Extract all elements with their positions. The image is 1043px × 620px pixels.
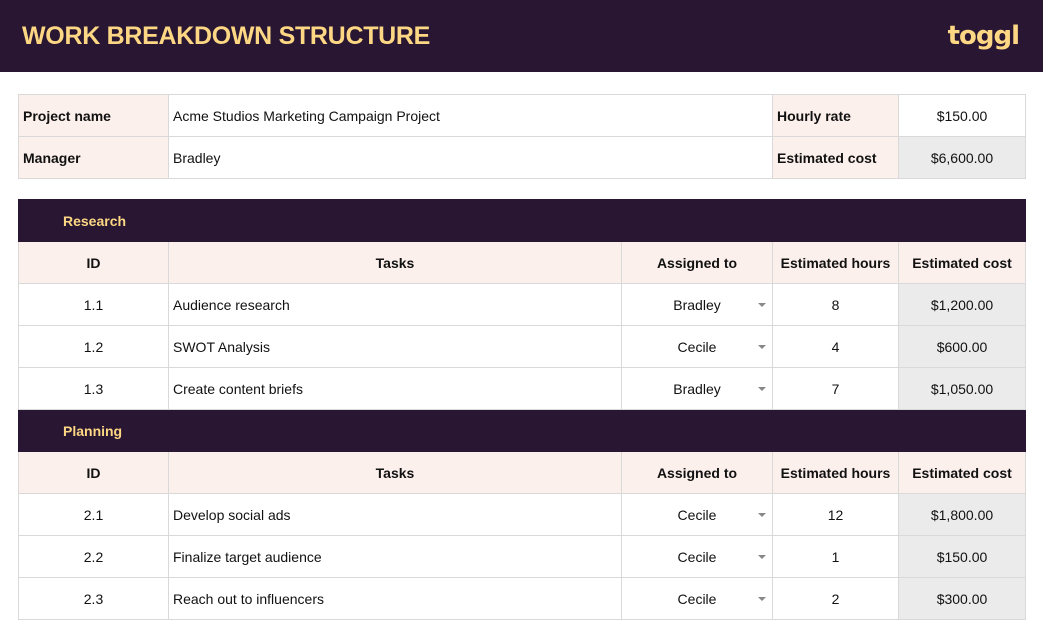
assigned-dropdown[interactable]: Bradley [621,283,773,326]
estimated-hours[interactable]: 4 [772,325,899,368]
section-title: Research [17,199,1027,242]
column-header-assigned: Assigned to [621,451,773,494]
column-header-tasks: Tasks [168,241,622,284]
estimated-hours[interactable]: 1 [772,535,899,578]
column-header-cost: Estimated cost [897,451,1027,494]
column-header-row: ID Tasks Assigned to Estimated hours Estimat… [18,241,1027,284]
toggl-logo: toggl [947,21,1020,51]
project-info-table: Project name Acme Studios Marketing Camp… [18,94,1026,179]
wbs-table: Research ID Tasks Assigned to Estimated hour… [17,199,1027,620]
task-id: 2.3 [18,577,169,620]
assigned-value: Bradley [673,296,721,313]
page-title: WORK BREAKDOWN STRUCTURE [22,21,431,50]
column-header-hours: Estimated hours [772,241,899,284]
task-name[interactable]: Create content briefs [168,367,622,410]
task-name[interactable]: Finalize target audience [168,535,622,578]
dropdown-arrow-icon[interactable] [758,597,766,601]
estimated-hours[interactable]: 12 [772,493,899,536]
project-name-cell[interactable]: Acme Studios Marketing Campaign Project [168,94,773,137]
estimated-cost: $1,200.00 [897,283,1027,326]
dropdown-arrow-icon[interactable] [758,387,766,391]
task-name[interactable]: Audience research [168,283,622,326]
table-row: 2.1 Develop social ads Cecile 12 $1,800.… [18,493,1027,536]
assigned-value: Cecile [677,338,717,355]
dropdown-arrow-icon[interactable] [758,303,766,307]
table-row: 1.1 Audience research Bradley 8 $1,200.0… [18,283,1027,326]
task-id: 1.2 [18,325,169,368]
task-name[interactable]: Reach out to influencers [168,577,622,620]
hourly-rate-cell[interactable]: $150.00 [898,94,1026,137]
dropdown-arrow-icon[interactable] [758,555,766,559]
manager-label: Manager [18,136,169,179]
estimated-cost: $1,050.00 [897,367,1027,410]
assigned-value: Cecile [677,506,717,523]
table-row: 2.3 Reach out to influencers Cecile 2 $3… [18,577,1027,620]
manager-cell[interactable]: Bradley [168,136,773,179]
column-header-tasks: Tasks [168,451,622,494]
column-header-assigned: Assigned to [621,241,773,284]
table-row: 1.2 SWOT Analysis Cecile 4 $600.00 [18,325,1027,368]
column-header-hours: Estimated hours [772,451,899,494]
section-header-row: Research [17,199,1027,242]
assigned-dropdown[interactable]: Cecile [621,493,773,536]
estimated-cost: $300.00 [897,577,1027,620]
estimated-cost-total: $6,600.00 [898,136,1026,179]
task-id: 1.3 [18,367,169,410]
column-header-cost: Estimated cost [897,241,1027,284]
task-name[interactable]: Develop social ads [168,493,622,536]
project-name-label: Project name [18,94,169,137]
column-header-id: ID [18,241,169,284]
estimated-cost-label: Estimated cost [772,136,899,179]
dropdown-arrow-icon[interactable] [758,513,766,517]
assigned-dropdown[interactable]: Cecile [621,535,773,578]
section-header-row: Planning [17,409,1027,452]
assigned-value: Bradley [673,380,721,397]
task-id: 1.1 [18,283,169,326]
estimated-cost: $1,800.00 [897,493,1027,536]
task-name[interactable]: SWOT Analysis [168,325,622,368]
hourly-rate-label: Hourly rate [772,94,899,137]
assigned-dropdown[interactable]: Cecile [621,325,773,368]
estimated-cost: $150.00 [897,535,1027,578]
task-id: 2.1 [18,493,169,536]
assigned-value: Cecile [677,590,717,607]
table-row: 1.3 Create content briefs Bradley 7 $1,0… [18,367,1027,410]
header-bar: WORK BREAKDOWN STRUCTURE toggl [0,0,1043,72]
table-row: 2.2 Finalize target audience Cecile 1 $1… [18,535,1027,578]
column-header-row: ID Tasks Assigned to Estimated hours Estimat… [18,451,1027,494]
estimated-hours[interactable]: 8 [772,283,899,326]
estimated-hours[interactable]: 2 [772,577,899,620]
section-title: Planning [17,409,1027,452]
assigned-dropdown[interactable]: Bradley [621,367,773,410]
assigned-dropdown[interactable]: Cecile [621,577,773,620]
assigned-value: Cecile [677,548,717,565]
estimated-cost: $600.00 [897,325,1027,368]
task-id: 2.2 [18,535,169,578]
dropdown-arrow-icon[interactable] [758,345,766,349]
estimated-hours[interactable]: 7 [772,367,899,410]
column-header-id: ID [18,451,169,494]
